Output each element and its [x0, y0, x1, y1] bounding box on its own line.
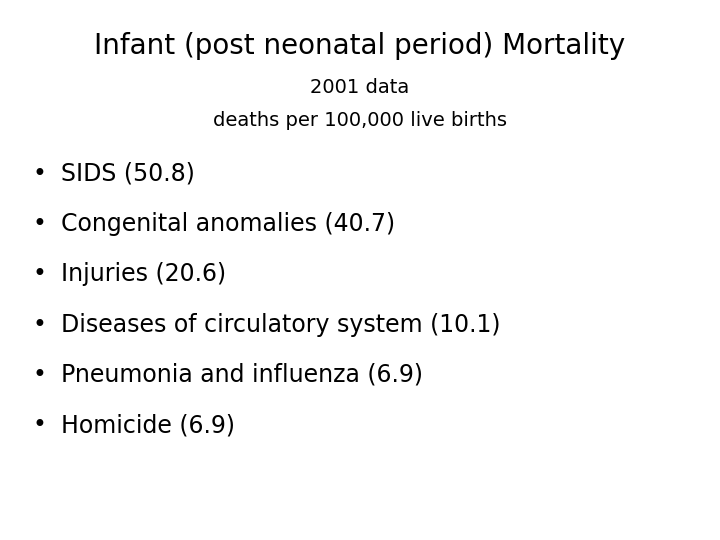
Text: SIDS (50.8): SIDS (50.8) [61, 162, 195, 186]
Text: •: • [32, 162, 47, 186]
Text: •: • [32, 363, 47, 387]
Text: Diseases of circulatory system (10.1): Diseases of circulatory system (10.1) [61, 313, 500, 336]
Text: Homicide (6.9): Homicide (6.9) [61, 413, 235, 437]
Text: Injuries (20.6): Injuries (20.6) [61, 262, 226, 286]
Text: Infant (post neonatal period) Mortality: Infant (post neonatal period) Mortality [94, 32, 626, 60]
Text: deaths per 100,000 live births: deaths per 100,000 live births [213, 111, 507, 130]
Text: 2001 data: 2001 data [310, 78, 410, 97]
Text: •: • [32, 313, 47, 336]
Text: •: • [32, 413, 47, 437]
Text: •: • [32, 262, 47, 286]
Text: •: • [32, 212, 47, 236]
Text: Pneumonia and influenza (6.9): Pneumonia and influenza (6.9) [61, 363, 423, 387]
Text: Congenital anomalies (40.7): Congenital anomalies (40.7) [61, 212, 395, 236]
